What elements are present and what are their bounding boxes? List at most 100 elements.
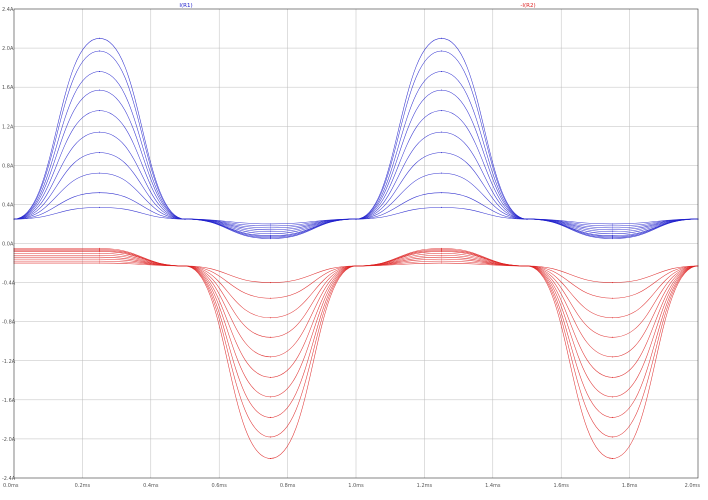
- traces: [13, 37, 699, 459]
- data-point: [270, 233, 271, 235]
- data-point: [612, 231, 613, 233]
- data-point: [270, 227, 271, 229]
- data-point: [270, 356, 271, 358]
- y-tick-label: -2.0A: [2, 437, 16, 443]
- data-point: [270, 236, 271, 238]
- data-point: [612, 223, 613, 225]
- data-point: [99, 110, 100, 112]
- data-point: [99, 256, 100, 258]
- x-tick-label: 0.6ms: [211, 483, 227, 489]
- data-point: [270, 238, 271, 240]
- y-tick-label: -0.4A: [2, 281, 16, 287]
- y-tick-label: -0.8A: [2, 320, 16, 326]
- x-tick-label: 1.6ms: [553, 483, 569, 489]
- data-point: [270, 223, 271, 225]
- data-point: [99, 262, 100, 264]
- data-point: [270, 436, 271, 438]
- grid: [14, 9, 698, 478]
- data-point: [441, 256, 442, 258]
- data-point: [99, 71, 100, 73]
- x-tick-label: 0.2ms: [75, 483, 91, 489]
- data-point: [612, 376, 613, 378]
- data-point: [612, 457, 613, 459]
- data-point: [270, 336, 271, 338]
- data-point: [441, 250, 442, 252]
- data-point: [441, 258, 442, 260]
- data-point: [355, 218, 357, 220]
- y-tick-label: -1.6A: [2, 398, 16, 404]
- data-point: [441, 172, 442, 174]
- x-tick-label: 0.0ms: [3, 483, 19, 489]
- data-point: [612, 317, 613, 319]
- data-point: [270, 237, 271, 239]
- x-tick-label: 0.4ms: [143, 483, 159, 489]
- data-point: [441, 248, 442, 250]
- data-point: [612, 297, 613, 299]
- data-point: [441, 262, 442, 264]
- data-point: [184, 265, 186, 267]
- data-point: [99, 152, 100, 154]
- data-point: [270, 416, 271, 418]
- data-point: [441, 252, 442, 254]
- y-tick-label: -2.4A: [2, 476, 16, 482]
- data-point: [355, 265, 357, 267]
- data-point: [441, 110, 442, 112]
- data-point: [526, 218, 528, 220]
- data-point: [441, 254, 442, 256]
- data-point: [99, 89, 100, 91]
- data-point: [612, 233, 613, 235]
- data-point: [270, 396, 271, 398]
- data-point: [99, 192, 100, 194]
- data-point: [99, 131, 100, 133]
- data-point: [99, 254, 100, 256]
- data-point: [99, 249, 100, 251]
- data-point: [441, 37, 442, 39]
- data-point: [441, 249, 442, 251]
- data-point: [612, 237, 613, 239]
- data-point: [270, 376, 271, 378]
- data-point: [99, 250, 100, 252]
- x-tick-label: 2.0ms: [685, 483, 701, 489]
- data-point: [612, 235, 613, 237]
- data-point: [612, 416, 613, 418]
- plot-frame: [13, 8, 699, 479]
- data-point: [441, 192, 442, 194]
- data-point: [99, 258, 100, 260]
- trace-label-minus-i-r2: -I(R2): [520, 3, 535, 9]
- data-point: [441, 260, 442, 262]
- x-tick-labels: 0.0ms 0.2ms 0.4ms 0.6ms 0.8ms 1.0ms 1.2ms 1.4ms…: [3, 483, 700, 489]
- data-point: [441, 71, 442, 73]
- trace-label-i-r1: I(R1): [179, 3, 192, 9]
- data-point: [184, 218, 186, 220]
- trace-labels: I(R1) -I(R2): [179, 3, 535, 9]
- y-tick-label: 0.4A: [2, 202, 14, 208]
- data-point: [99, 247, 100, 249]
- data-point: [612, 396, 613, 398]
- y-tick-label: 1.6A: [2, 85, 14, 91]
- x-tick-label: 1.8ms: [622, 483, 638, 489]
- x-tick-label: 1.4ms: [485, 483, 501, 489]
- data-point: [99, 206, 100, 208]
- data-point: [99, 37, 100, 39]
- data-point: [99, 252, 100, 254]
- data-point: [612, 282, 613, 284]
- data-point: [99, 248, 100, 250]
- data-point: [441, 152, 442, 154]
- x-tick-label: 0.8ms: [280, 483, 296, 489]
- data-point: [99, 172, 100, 174]
- y-tick-label: 2.0A: [2, 46, 14, 52]
- data-point: [612, 356, 613, 358]
- y-tick-label: 0.8A: [2, 163, 14, 169]
- y-tick-label: -1.2A: [2, 359, 16, 365]
- data-point: [270, 231, 271, 233]
- data-point: [612, 225, 613, 227]
- data-point: [441, 247, 442, 249]
- data-point: [270, 229, 271, 231]
- y-tick-label: 2.4A: [2, 7, 14, 13]
- y-tick-label: 0.0A: [2, 242, 14, 248]
- data-point: [612, 236, 613, 238]
- data-point: [270, 282, 271, 284]
- data-point: [270, 317, 271, 319]
- data-point: [612, 229, 613, 231]
